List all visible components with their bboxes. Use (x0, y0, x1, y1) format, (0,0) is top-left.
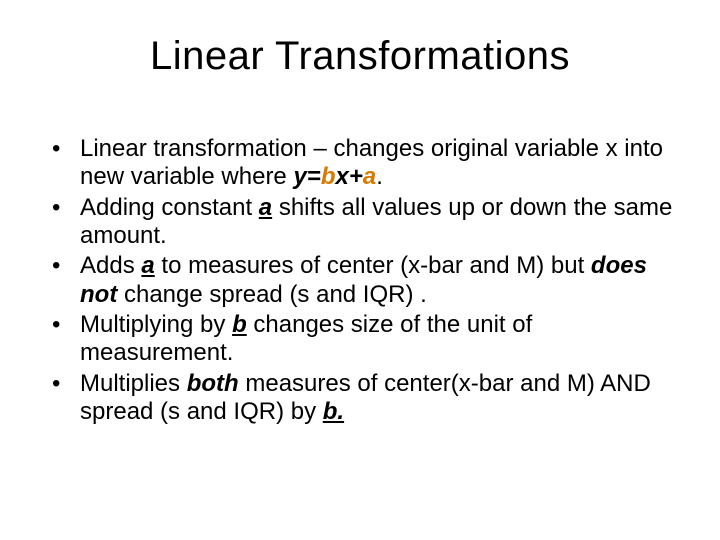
bullet-item: Linear transformation – changes original… (46, 135, 680, 192)
bullet-segment: a (363, 163, 376, 190)
bullet-list: Linear transformation – changes original… (46, 135, 680, 426)
bullet-item: Multiplying by b changes size of the uni… (46, 311, 680, 368)
bullet-segment: Multiplies (80, 370, 187, 397)
slide: Linear Transformations Linear transforma… (0, 0, 720, 540)
bullet-segment: both (187, 370, 239, 397)
bullet-item: Adding constant a shifts all values up o… (46, 194, 680, 251)
bullet-segment: b (232, 311, 247, 338)
bullet-segment: x+ (336, 163, 363, 190)
bullet-segment: Multiplying by (80, 311, 232, 338)
bullet-segment: b (321, 163, 336, 190)
bullet-segment: to measures of center (x-bar and M) but (155, 252, 591, 279)
bullet-segment: a (141, 252, 154, 279)
bullet-segment: . (376, 163, 383, 190)
bullet-item: Multiplies both measures of center(x-bar… (46, 370, 680, 427)
slide-title: Linear Transformations (40, 34, 680, 79)
bullet-segment: change spread (s and IQR) . (117, 281, 427, 308)
bullet-segment: Adding constant (80, 194, 259, 221)
bullet-segment: a (259, 194, 272, 221)
bullet-segment: y= (293, 163, 320, 190)
bullet-item: Adds a to measures of center (x-bar and … (46, 252, 680, 309)
bullet-segment: Adds (80, 252, 141, 279)
bullet-segment: b. (323, 398, 344, 425)
